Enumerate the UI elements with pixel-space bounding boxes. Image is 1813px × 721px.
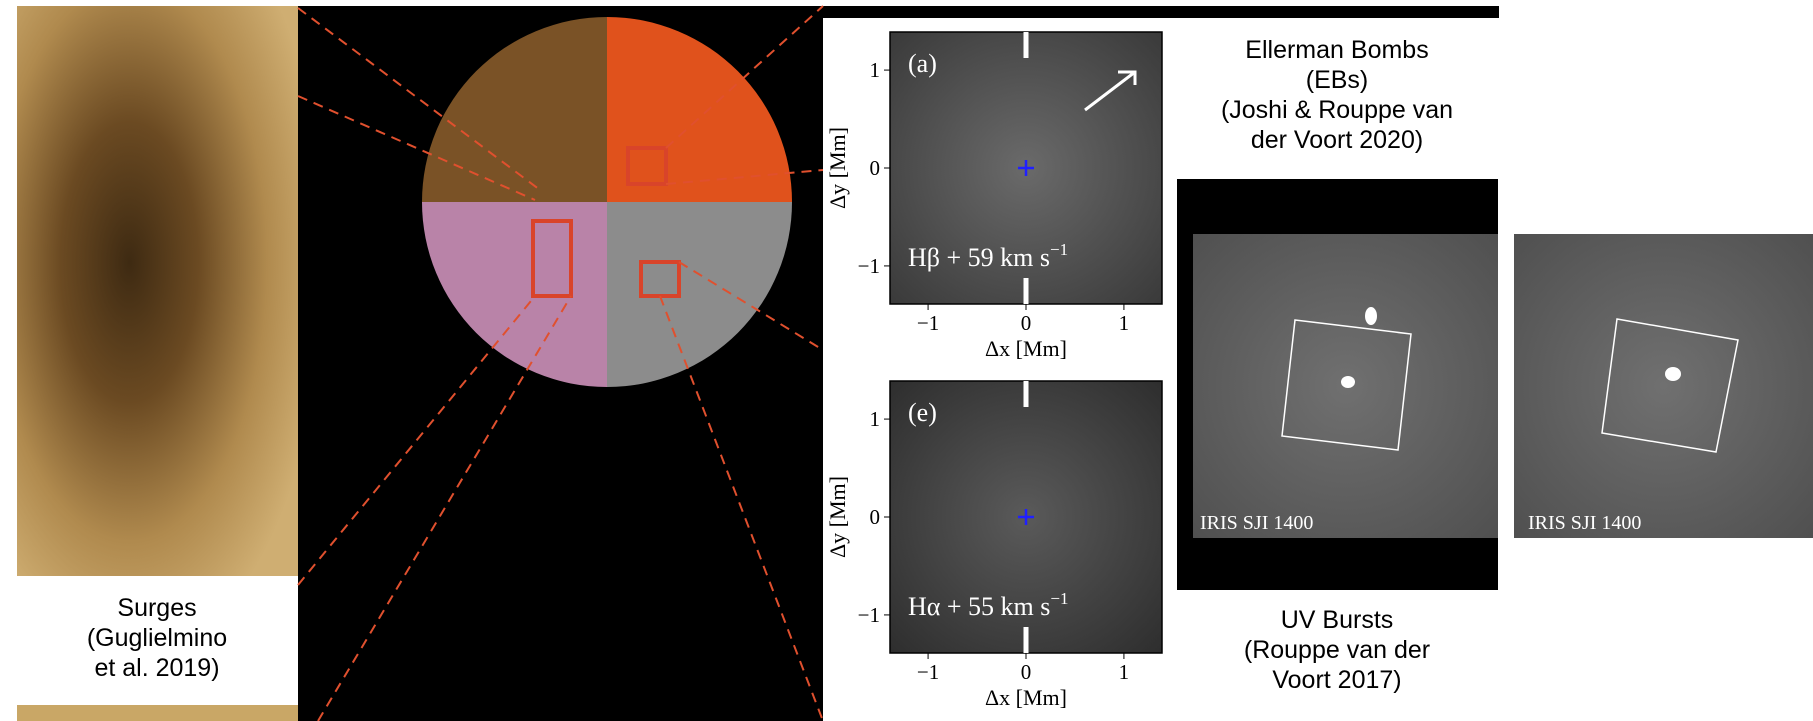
caption-line: Surges bbox=[117, 594, 196, 622]
iris-label: IRIS SJI 1400 bbox=[1200, 512, 1313, 534]
line-exponent: −1 bbox=[1050, 589, 1068, 608]
iris-image bbox=[1514, 234, 1813, 538]
y-tick-label: −1 bbox=[858, 603, 880, 627]
x-tick-label: 0 bbox=[1021, 311, 1032, 335]
iris-label: IRIS SJI 1400 bbox=[1528, 512, 1641, 534]
x-axis-label: Δx [Mm] bbox=[985, 685, 1067, 710]
sun bbox=[422, 17, 792, 387]
x-tick-label: −1 bbox=[917, 660, 939, 684]
x-tick-label: 0 bbox=[1021, 660, 1032, 684]
caption-line: (EBs) bbox=[1306, 66, 1369, 94]
line-label: Hα + 55 km s−1 bbox=[908, 589, 1069, 621]
y-axis-label: Δy [Mm] bbox=[825, 127, 850, 209]
surge-image-strip bbox=[17, 705, 298, 721]
x-tick-label: −1 bbox=[917, 311, 939, 335]
y-tick-label: 0 bbox=[870, 156, 881, 180]
y-tick-label: 0 bbox=[870, 505, 881, 529]
x-tick-label: 1 bbox=[1119, 311, 1130, 335]
caption-line: der Voort 2020) bbox=[1251, 126, 1423, 154]
y-axis-label: Δy [Mm] bbox=[825, 476, 850, 558]
x-tick-label: 1 bbox=[1119, 660, 1130, 684]
line-name: Hα + 55 km s bbox=[908, 592, 1050, 621]
line-name: Hβ + 59 km s bbox=[908, 243, 1050, 272]
caption-line: Voort 2017) bbox=[1272, 666, 1401, 694]
caption-line: et al. 2019) bbox=[94, 654, 219, 682]
y-tick-label: −1 bbox=[858, 254, 880, 278]
figure: IRIS SJI 1400 IRIS SJI 1400 Ellerman Bom… bbox=[0, 0, 1813, 721]
surge-image bbox=[17, 6, 298, 576]
y-tick-label: 1 bbox=[870, 58, 881, 82]
caption-line: (Rouppe van der bbox=[1244, 636, 1430, 664]
panel-letter: (a) bbox=[908, 49, 937, 78]
panel-letter: (e) bbox=[908, 398, 937, 427]
x-axis-label: Δx [Mm] bbox=[985, 336, 1067, 361]
caption-line: UV Bursts bbox=[1281, 606, 1394, 634]
line-label: Hβ + 59 km s−1 bbox=[908, 240, 1068, 272]
caption-line: (Joshi & Rouppe van bbox=[1221, 96, 1453, 124]
caption-line: (Guglielmino bbox=[87, 624, 227, 652]
top-bar bbox=[823, 6, 1499, 18]
line-exponent: −1 bbox=[1050, 240, 1068, 259]
y-tick-label: 1 bbox=[870, 407, 881, 431]
caption-line: Ellerman Bombs bbox=[1245, 36, 1428, 64]
